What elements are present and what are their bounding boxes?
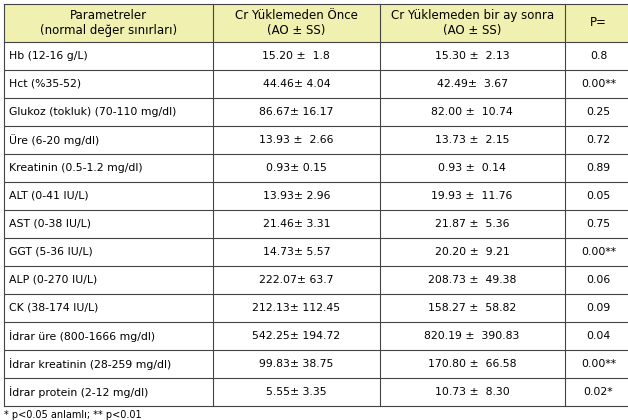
Text: 15.20 ±  1.8: 15.20 ± 1.8 bbox=[263, 51, 330, 61]
Text: 0.89: 0.89 bbox=[587, 163, 610, 173]
Text: Kreatinin (0.5-1.2 mg/dl): Kreatinin (0.5-1.2 mg/dl) bbox=[9, 163, 143, 173]
Text: Cr Yüklemeden Önce
(AO ± SS): Cr Yüklemeden Önce (AO ± SS) bbox=[235, 9, 358, 37]
Text: 0.72: 0.72 bbox=[587, 135, 610, 145]
Text: İdrar kreatinin (28-259 mg/dl): İdrar kreatinin (28-259 mg/dl) bbox=[9, 358, 171, 370]
Text: 0.04: 0.04 bbox=[587, 331, 610, 341]
Text: 13.73 ±  2.15: 13.73 ± 2.15 bbox=[435, 135, 509, 145]
Text: CK (38-174 IU/L): CK (38-174 IU/L) bbox=[9, 303, 99, 313]
Bar bbox=[213, 4, 379, 42]
Text: Glukoz (tokluk) (70-110 mg/dl): Glukoz (tokluk) (70-110 mg/dl) bbox=[9, 107, 176, 117]
Text: ALP (0-270 IU/L): ALP (0-270 IU/L) bbox=[9, 275, 97, 285]
Text: 44.46± 4.04: 44.46± 4.04 bbox=[263, 79, 330, 89]
Text: 21.87 ±  5.36: 21.87 ± 5.36 bbox=[435, 219, 509, 229]
Text: 542.25± 194.72: 542.25± 194.72 bbox=[252, 331, 340, 341]
Text: 20.20 ±  9.21: 20.20 ± 9.21 bbox=[435, 247, 509, 257]
Text: 14.73± 5.57: 14.73± 5.57 bbox=[263, 247, 330, 257]
Text: Hct (%35-52): Hct (%35-52) bbox=[9, 79, 81, 89]
Text: 212.13± 112.45: 212.13± 112.45 bbox=[252, 303, 340, 313]
Text: 0.25: 0.25 bbox=[587, 107, 610, 117]
Text: İdrar üre (800-1666 mg/dl): İdrar üre (800-1666 mg/dl) bbox=[9, 330, 155, 342]
Text: İdrar protein (2-12 mg/dl): İdrar protein (2-12 mg/dl) bbox=[9, 386, 148, 398]
Text: Üre (6-20 mg/dl): Üre (6-20 mg/dl) bbox=[9, 134, 99, 146]
Text: 10.73 ±  8.30: 10.73 ± 8.30 bbox=[435, 387, 509, 397]
Text: 170.80 ±  66.58: 170.80 ± 66.58 bbox=[428, 359, 516, 369]
Text: AST (0-38 IU/L): AST (0-38 IU/L) bbox=[9, 219, 91, 229]
Text: 5.55± 3.35: 5.55± 3.35 bbox=[266, 387, 327, 397]
Text: 82.00 ±  10.74: 82.00 ± 10.74 bbox=[431, 107, 513, 117]
Text: 0.05: 0.05 bbox=[587, 191, 610, 201]
Text: 0.8: 0.8 bbox=[590, 51, 607, 61]
Text: 0.93 ±  0.14: 0.93 ± 0.14 bbox=[438, 163, 506, 173]
Bar bbox=[565, 4, 628, 42]
Text: 15.30 ±  2.13: 15.30 ± 2.13 bbox=[435, 51, 509, 61]
Text: 42.49±  3.67: 42.49± 3.67 bbox=[436, 79, 507, 89]
Text: * p<0.05 anlamlı; ** p<0.01: * p<0.05 anlamlı; ** p<0.01 bbox=[4, 410, 142, 420]
Text: 99.83± 38.75: 99.83± 38.75 bbox=[259, 359, 333, 369]
Text: 158.27 ±  58.82: 158.27 ± 58.82 bbox=[428, 303, 516, 313]
Bar bbox=[4, 4, 213, 42]
Text: 0.00**: 0.00** bbox=[581, 247, 616, 257]
Text: ALT (0-41 IU/L): ALT (0-41 IU/L) bbox=[9, 191, 89, 201]
Bar bbox=[379, 4, 565, 42]
Text: 21.46± 3.31: 21.46± 3.31 bbox=[263, 219, 330, 229]
Text: 0.09: 0.09 bbox=[587, 303, 610, 313]
Text: 0.00**: 0.00** bbox=[581, 79, 616, 89]
Text: GGT (5-36 IU/L): GGT (5-36 IU/L) bbox=[9, 247, 93, 257]
Text: 0.06: 0.06 bbox=[587, 275, 610, 285]
Text: Cr Yüklemeden bir ay sonra
(AO ± SS): Cr Yüklemeden bir ay sonra (AO ± SS) bbox=[391, 9, 554, 37]
Text: 86.67± 16.17: 86.67± 16.17 bbox=[259, 107, 333, 117]
Text: 0.02*: 0.02* bbox=[583, 387, 613, 397]
Text: Hb (12-16 g/L): Hb (12-16 g/L) bbox=[9, 51, 88, 61]
Text: 13.93 ±  2.66: 13.93 ± 2.66 bbox=[259, 135, 333, 145]
Text: 208.73 ±  49.38: 208.73 ± 49.38 bbox=[428, 275, 516, 285]
Text: 19.93 ±  11.76: 19.93 ± 11.76 bbox=[431, 191, 513, 201]
Text: 0.00**: 0.00** bbox=[581, 359, 616, 369]
Text: 222.07± 63.7: 222.07± 63.7 bbox=[259, 275, 333, 285]
Text: 0.75: 0.75 bbox=[587, 219, 610, 229]
Text: P=: P= bbox=[590, 16, 607, 29]
Text: 820.19 ±  390.83: 820.19 ± 390.83 bbox=[425, 331, 520, 341]
Text: Parametreler
(normal değer sınırları): Parametreler (normal değer sınırları) bbox=[40, 9, 177, 37]
Text: 13.93± 2.96: 13.93± 2.96 bbox=[263, 191, 330, 201]
Text: 0.93± 0.15: 0.93± 0.15 bbox=[266, 163, 327, 173]
